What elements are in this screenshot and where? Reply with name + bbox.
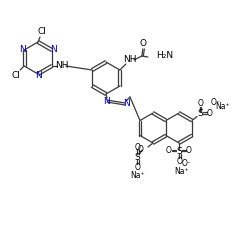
Text: O⁻: O⁻ — [211, 98, 221, 107]
Text: S: S — [176, 147, 182, 155]
Text: O: O — [140, 40, 147, 48]
Text: S: S — [197, 109, 203, 118]
Text: N: N — [19, 45, 26, 54]
Text: N: N — [104, 96, 110, 106]
Text: Na⁺: Na⁺ — [216, 102, 230, 111]
Text: O: O — [135, 143, 140, 151]
Text: O: O — [166, 146, 172, 155]
Text: O: O — [198, 99, 203, 108]
Text: O⁻: O⁻ — [182, 158, 192, 168]
Text: O: O — [135, 162, 140, 171]
Text: N: N — [123, 99, 129, 109]
Text: Cl: Cl — [12, 72, 21, 80]
Text: Na⁺: Na⁺ — [131, 171, 145, 179]
Text: NH: NH — [123, 55, 137, 64]
Text: Cl: Cl — [38, 27, 46, 37]
Text: H₂N: H₂N — [156, 51, 173, 61]
Text: O: O — [207, 109, 213, 117]
Text: N: N — [36, 71, 42, 79]
Text: O: O — [186, 146, 192, 155]
Text: S: S — [134, 153, 140, 161]
Text: O: O — [177, 157, 183, 165]
Text: NH: NH — [55, 62, 69, 71]
Text: -O: -O — [136, 144, 145, 154]
Text: Na⁺: Na⁺ — [175, 167, 189, 175]
Text: N: N — [50, 45, 57, 54]
